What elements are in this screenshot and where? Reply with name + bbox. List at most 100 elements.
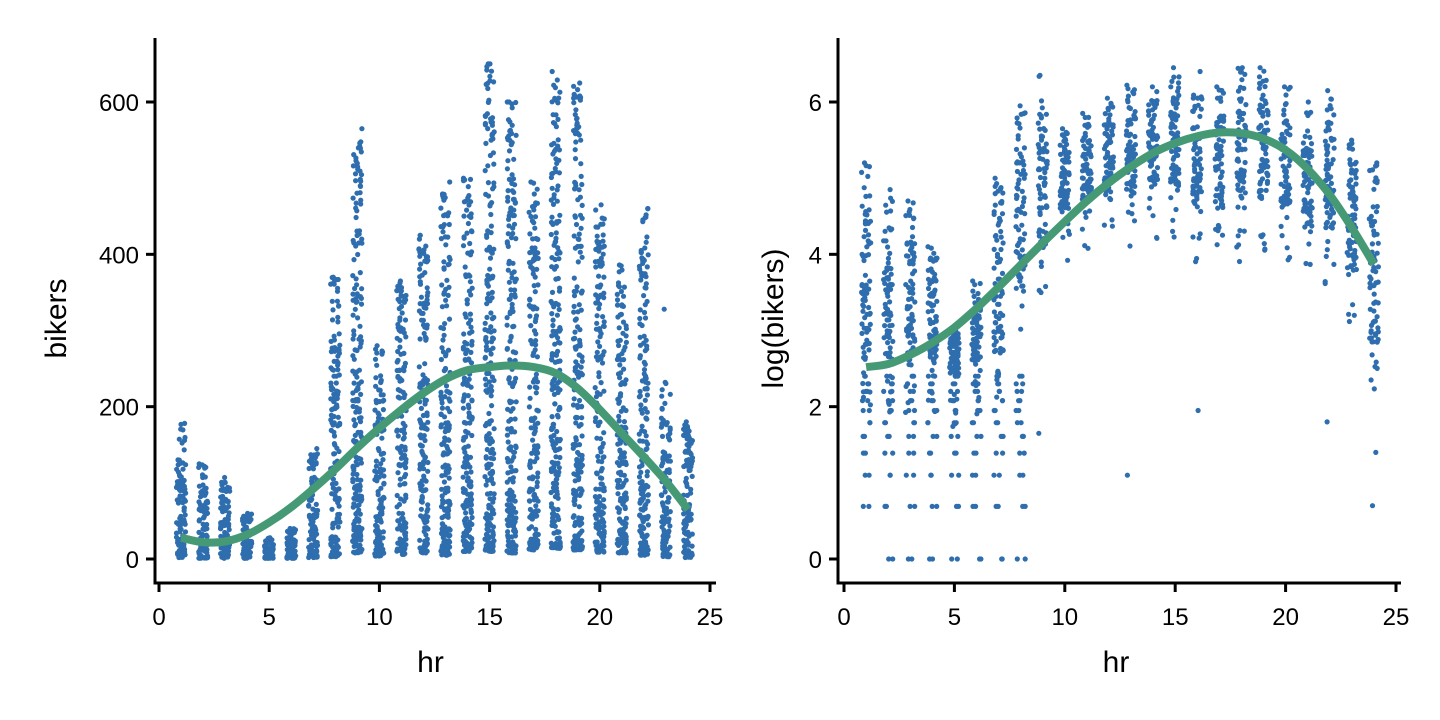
data-point <box>353 276 359 282</box>
data-point <box>596 504 603 510</box>
data-point <box>438 205 444 211</box>
data-point <box>419 499 425 505</box>
data-point <box>911 420 917 426</box>
data-point <box>637 480 643 486</box>
data-point <box>221 549 227 555</box>
data-point <box>638 277 644 283</box>
data-point <box>353 299 359 305</box>
data-point <box>881 388 887 394</box>
data-point <box>557 436 563 443</box>
data-point <box>202 554 208 561</box>
data-point <box>618 469 624 475</box>
data-point <box>642 397 648 403</box>
data-point <box>576 187 582 193</box>
data-point <box>1197 113 1203 119</box>
data-point <box>553 454 559 460</box>
data-point <box>1080 175 1086 181</box>
data-point <box>991 472 997 478</box>
data-point <box>1131 178 1137 184</box>
data-point <box>512 533 519 539</box>
data-point <box>484 370 490 377</box>
data-point <box>490 186 496 192</box>
data-point <box>488 476 495 482</box>
data-point <box>422 525 428 531</box>
data-point <box>330 367 337 373</box>
data-point <box>1017 450 1023 456</box>
data-point <box>336 303 342 309</box>
data-point <box>597 334 603 340</box>
data-point <box>1176 92 1182 98</box>
data-point <box>1043 204 1049 210</box>
data-point <box>861 160 868 166</box>
data-point <box>997 256 1004 262</box>
data-point <box>311 550 317 556</box>
data-point <box>577 352 583 358</box>
data-point <box>593 512 599 518</box>
data-point <box>374 518 380 524</box>
data-point <box>637 353 644 359</box>
data-point <box>531 328 538 334</box>
data-point <box>904 306 910 312</box>
data-point <box>512 416 518 422</box>
data-point <box>865 173 871 179</box>
data-point <box>554 476 560 482</box>
data-point <box>329 298 335 304</box>
data-point <box>592 385 598 391</box>
data-point <box>618 357 624 363</box>
data-point <box>313 501 319 507</box>
data-point <box>1000 190 1006 196</box>
data-point <box>598 436 604 442</box>
data-point <box>638 506 644 512</box>
data-point <box>488 351 494 357</box>
data-point <box>600 232 606 238</box>
data-point <box>886 556 892 562</box>
data-point <box>468 349 474 355</box>
data-point <box>1146 102 1152 108</box>
data-point <box>953 369 959 375</box>
data-point <box>333 554 339 560</box>
data-point <box>395 357 401 363</box>
data-point <box>397 476 403 482</box>
data-point <box>201 486 208 493</box>
data-point <box>335 367 341 373</box>
data-point <box>180 427 186 433</box>
smooth-curve-bikers <box>180 361 692 547</box>
data-point <box>1014 120 1020 126</box>
data-point <box>953 503 960 509</box>
data-point <box>357 270 363 276</box>
data-point <box>576 515 582 521</box>
data-point <box>314 446 320 452</box>
data-point <box>927 388 933 394</box>
data-point <box>424 515 430 521</box>
data-point <box>1013 249 1019 255</box>
data-point <box>1019 188 1025 194</box>
data-point <box>573 107 579 113</box>
data-point <box>418 405 424 411</box>
data-point <box>887 323 893 329</box>
data-point <box>529 218 536 224</box>
data-point <box>465 475 471 481</box>
data-point <box>554 219 560 225</box>
data-point <box>335 276 341 283</box>
data-point <box>594 549 601 555</box>
data-point <box>570 442 576 448</box>
data-point <box>528 213 534 220</box>
data-point <box>491 377 497 384</box>
data-point <box>571 100 577 106</box>
data-point <box>947 360 953 366</box>
data-point <box>905 381 911 387</box>
data-point <box>616 550 623 556</box>
data-point <box>359 286 365 292</box>
data-point <box>380 407 386 413</box>
data-point <box>220 503 226 509</box>
data-point <box>622 504 628 510</box>
data-point <box>642 215 648 221</box>
data-point <box>227 488 233 494</box>
data-point <box>1037 72 1043 78</box>
data-point <box>533 371 540 377</box>
data-point <box>531 493 537 499</box>
data-point <box>246 519 252 525</box>
data-point <box>395 374 401 380</box>
data-point <box>570 445 576 451</box>
data-point <box>241 555 247 561</box>
